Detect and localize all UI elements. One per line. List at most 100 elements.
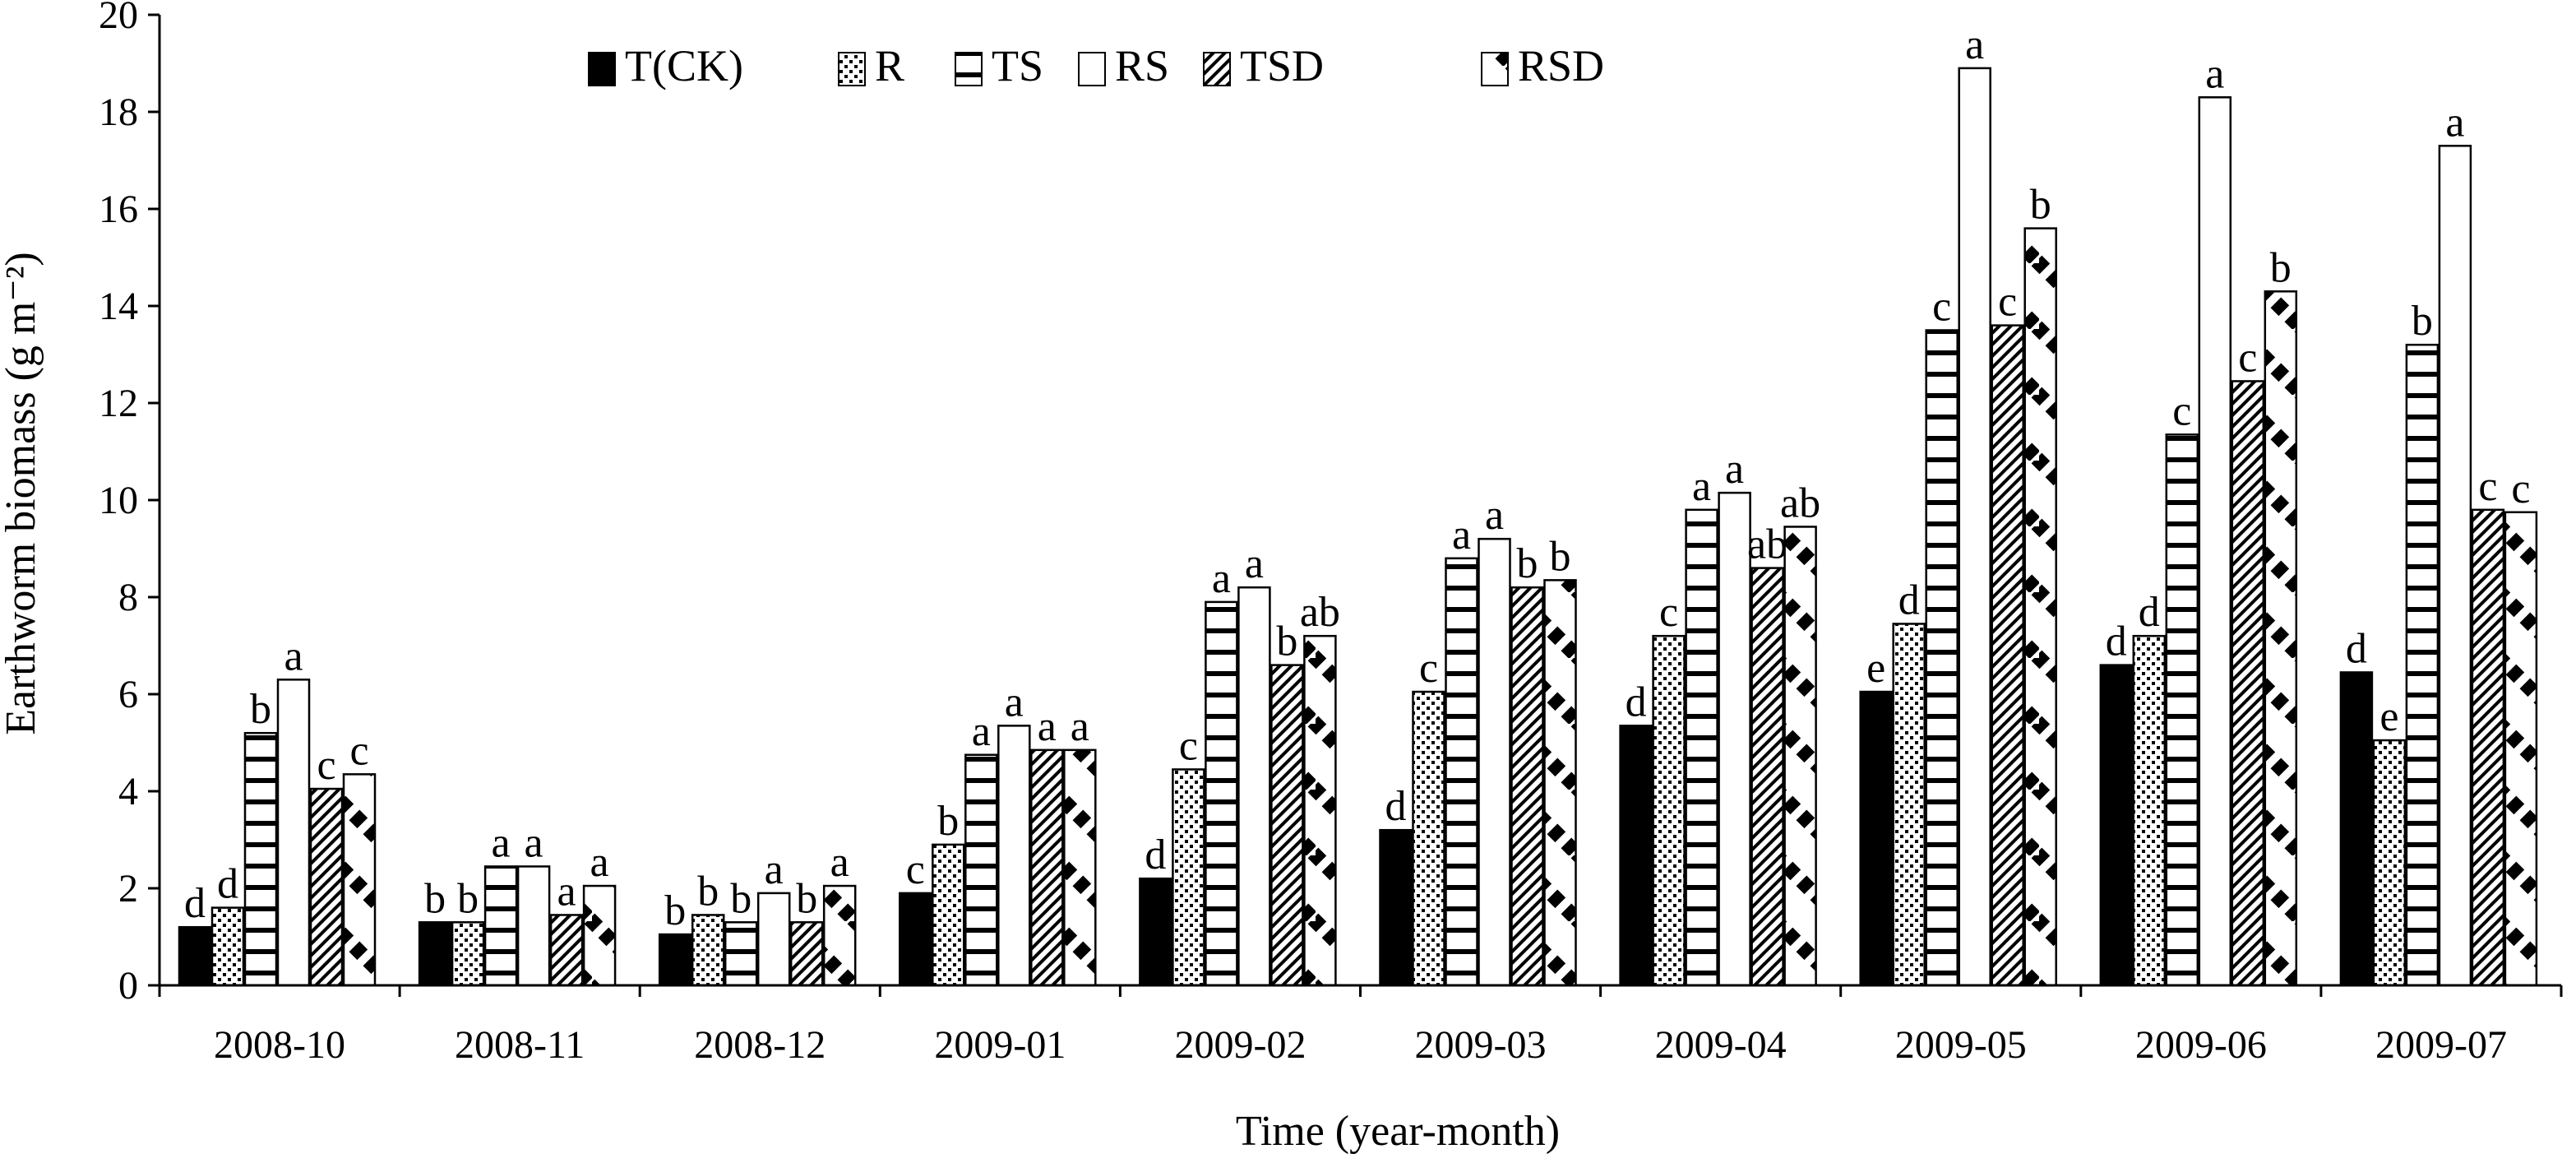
data-label: a	[1692, 463, 1711, 510]
bar	[1510, 586, 1544, 987]
legend-item: T(CK)	[588, 41, 743, 90]
data-label: a	[1485, 492, 1504, 539]
bar	[789, 921, 824, 987]
legend-swatch	[588, 52, 616, 86]
data-label: a	[525, 819, 543, 866]
bar	[1783, 526, 1817, 987]
legend-label: RS	[1115, 41, 1169, 90]
data-label: d	[1385, 783, 1407, 830]
bar	[483, 865, 518, 987]
data-label: a	[1005, 679, 1024, 725]
bar	[1991, 324, 2024, 987]
data-label: ab	[1747, 521, 1787, 568]
bar	[1652, 634, 1686, 987]
bar	[2132, 634, 2167, 987]
data-label: d	[217, 861, 238, 908]
legend-swatch	[1481, 52, 1509, 86]
bar	[1379, 828, 1413, 987]
data-label: a	[1212, 555, 1231, 602]
bar	[2471, 508, 2505, 987]
bar	[1718, 491, 1751, 987]
data-label: b	[424, 875, 446, 922]
legend-item: TS	[955, 41, 1043, 90]
data-label: a	[284, 632, 303, 679]
data-label: a	[1725, 446, 1744, 493]
data-label: d	[184, 880, 206, 927]
bar	[997, 725, 1031, 987]
y-tick-label: 2	[118, 867, 138, 910]
bar	[2264, 290, 2298, 987]
data-label: a	[1071, 703, 1089, 750]
bar	[2504, 511, 2538, 987]
y-tick-label: 16	[99, 188, 138, 231]
data-label: d	[2346, 625, 2367, 672]
bar	[1925, 329, 1959, 987]
bar	[1685, 508, 1718, 987]
bar	[1412, 690, 1445, 987]
bar	[1172, 768, 1205, 987]
bar	[210, 906, 245, 987]
data-label: b	[2412, 298, 2433, 345]
data-label: c	[317, 742, 335, 789]
bar	[2339, 671, 2374, 987]
legend-item: TSD	[1203, 41, 1324, 90]
y-tick-label: 18	[99, 90, 138, 134]
x-tick-label: 2009-05	[1895, 1023, 2027, 1067]
data-label: a	[1245, 540, 1264, 587]
data-label: b	[1276, 619, 1297, 665]
data-label: d	[2106, 619, 2127, 665]
data-label: a	[765, 846, 784, 893]
data-label: a	[590, 839, 609, 886]
bar	[2405, 343, 2440, 987]
legend-label: RSD	[1518, 41, 1604, 90]
data-label: e	[2379, 693, 2398, 740]
x-tick-label: 2009-04	[1655, 1023, 1787, 1067]
data-label: ab	[1780, 480, 1820, 526]
bar	[1892, 623, 1926, 987]
bar	[1750, 567, 1784, 987]
data-label: c	[1419, 645, 1438, 692]
bar	[691, 914, 725, 987]
y-tick-label: 6	[118, 673, 138, 716]
data-label: b	[250, 686, 271, 733]
bar	[756, 892, 791, 987]
bar	[1303, 634, 1337, 987]
bar	[1063, 748, 1097, 987]
bar	[1139, 877, 1172, 987]
bar	[516, 865, 551, 987]
data-label: a	[1965, 21, 1984, 68]
data-label: c	[2172, 387, 2191, 434]
bar	[2231, 380, 2265, 987]
bar	[2198, 96, 2232, 987]
legend-swatch	[1078, 52, 1106, 86]
data-label: c	[2478, 463, 2497, 510]
bar	[342, 773, 377, 987]
x-tick-label: 2009-06	[2135, 1023, 2267, 1067]
data-label: d	[1626, 679, 1647, 725]
bar	[582, 884, 617, 987]
data-label: a	[830, 839, 849, 886]
x-tick-label: 2008-12	[694, 1023, 826, 1067]
data-label: c	[349, 727, 368, 774]
bar	[2372, 739, 2407, 987]
legend-swatch	[1203, 52, 1231, 86]
data-label: e	[1866, 645, 1885, 692]
data-label: b	[2270, 244, 2292, 291]
data-label: b	[2030, 182, 2051, 229]
data-label: a	[1452, 512, 1471, 558]
legend-swatch	[838, 52, 866, 86]
bar	[549, 914, 584, 987]
bar	[1478, 537, 1511, 987]
x-tick-label: 2009-03	[1415, 1023, 1547, 1067]
data-label: b	[796, 875, 817, 922]
bar	[243, 731, 278, 987]
bar	[899, 892, 932, 987]
bar	[724, 921, 758, 987]
data-label: b	[664, 887, 686, 934]
